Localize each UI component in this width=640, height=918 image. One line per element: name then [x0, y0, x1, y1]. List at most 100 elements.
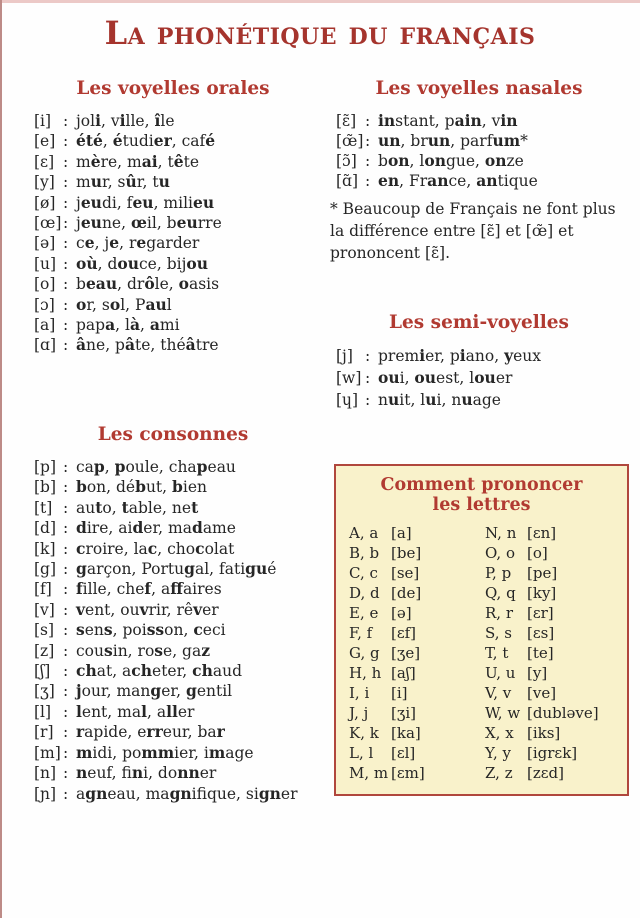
letter-pair: Y, y: [485, 744, 511, 762]
example-words: auto, table, net: [76, 497, 199, 517]
example-words: où, douce, bijou: [76, 253, 209, 273]
example-words: mère, mai, tête: [76, 151, 200, 171]
phoneme-symbol: [o]: [34, 275, 56, 294]
colon-separator: :: [63, 600, 69, 619]
example-words: garçon, Portugal, fatigué: [76, 559, 277, 579]
letter-row: Y, y [igrɛk]: [485, 743, 621, 763]
letter-row: J, j [ʒi]: [349, 703, 485, 723]
example-words: jeune, œil, beurre: [76, 213, 222, 233]
phoneme-entry: [ɔ]: or, sol, Paul: [34, 295, 322, 315]
phoneme-symbol: [v]: [34, 600, 55, 619]
letter-pronunciation: [ʒi]: [391, 704, 416, 722]
section-voyelles-nasales: Les voyelles nasales [ɛ̃]: instant, pain,…: [326, 78, 632, 191]
example-words: été, étudier, café: [76, 131, 216, 151]
phoneme-symbol: [z]: [34, 641, 55, 660]
phoneme-entry: [ɑ̃]: en, France, antique: [336, 171, 632, 191]
letter-row: M, m [ɛm]: [349, 763, 485, 783]
letter-pronunciation: [ɛr]: [527, 604, 554, 622]
letter-pronunciation: [i]: [391, 684, 408, 702]
letter-pronunciation: [de]: [391, 584, 422, 602]
letter-pair: L, l: [349, 744, 374, 762]
phoneme-symbol: [œ]: [34, 214, 62, 233]
phoneme-symbol: [p]: [34, 458, 57, 476]
letter-pair: M, m: [349, 764, 389, 782]
colon-separator: :: [63, 743, 69, 762]
letter-pair: P, p: [485, 564, 512, 582]
colon-separator: :: [63, 539, 69, 558]
example-words: oui, ouest, louer: [378, 368, 513, 387]
phoneme-entry: [ɔ̃]: bon, longue, onze: [336, 151, 632, 171]
letter-pair: J, j: [349, 704, 369, 722]
colon-separator: :: [63, 723, 69, 742]
letter-row: V, v [ve]: [485, 683, 621, 703]
phoneme-list-orales: [i]: joli, ville, île [e]: été, étudier, ca…: [24, 111, 322, 356]
phoneme-entry: [s]: sens, poisson, ceci: [34, 620, 322, 640]
colon-separator: :: [63, 641, 69, 660]
colon-separator: :: [365, 112, 371, 130]
phoneme-symbol: [f]: [34, 580, 52, 599]
example-words: vent, ouvrir, rêver: [76, 599, 219, 619]
phoneme-entry: [d]: dire, aider, madame: [34, 518, 322, 538]
phoneme-symbol: [w]: [336, 369, 362, 387]
letter-pronunciation: [ɛs]: [527, 624, 555, 642]
colon-separator: :: [365, 347, 371, 365]
phoneme-symbol: [y]: [34, 173, 55, 192]
example-words: neuf, fini, donner: [76, 763, 217, 783]
letter-row: S, s [ɛs]: [485, 623, 621, 643]
phoneme-symbol: [œ̃]: [336, 132, 364, 150]
example-words: or, sol, Paul: [76, 294, 172, 314]
letter-pronunciation: [zɛd]: [527, 764, 564, 782]
letter-pronunciation: [ɛm]: [391, 764, 425, 782]
colon-separator: :: [63, 498, 69, 517]
letter-row: P, p [pe]: [485, 563, 621, 583]
phoneme-entry: [v]: vent, ouvrir, rêver: [34, 600, 322, 620]
letter-pair: I, i: [349, 684, 370, 702]
phoneme-entry: [ɛ̃]: instant, pain, vin: [336, 111, 632, 131]
phoneme-entry: [b]: bon, début, bien: [34, 477, 322, 497]
phoneme-entry: [z]: cousin, rose, gaz: [34, 641, 322, 661]
colon-separator: :: [63, 764, 69, 783]
letter-row: Z, z [zɛd]: [485, 763, 621, 783]
example-words: jour, manger, gentil: [76, 681, 233, 701]
section-heading-nasales: Les voyelles nasales: [375, 78, 583, 99]
phoneme-symbol: [b]: [34, 478, 57, 497]
letter-pronunciation: [y]: [527, 664, 548, 682]
letter-pair: Q, q: [485, 584, 516, 602]
letter-pair: T, t: [485, 644, 509, 662]
colon-separator: :: [63, 478, 69, 497]
phoneme-entry: [n]: neuf, fini, donner: [34, 763, 322, 783]
phoneme-entry: [œ̃]: un, brun, parfum*: [336, 131, 632, 151]
example-words: âne, pâte, théâtre: [76, 335, 219, 355]
phoneme-list-semi: [j]: premier, piano, yeux [w]: oui, ouest, …: [326, 345, 632, 411]
phoneme-entry: [ɛ]: mère, mai, tête: [34, 152, 322, 172]
phoneme-symbol: [d]: [34, 519, 57, 538]
example-words: un, brun, parfum*: [378, 131, 528, 150]
letter-pronunciation: [ve]: [527, 684, 557, 702]
letter-pair: S, s: [485, 624, 512, 642]
letter-row: G, g [ʒe]: [349, 643, 485, 663]
example-words: joli, ville, île: [76, 111, 175, 130]
example-words: en, France, antique: [378, 171, 538, 190]
colon-separator: :: [63, 621, 69, 640]
colon-separator: :: [63, 316, 69, 335]
letter-row: I, i [i]: [349, 683, 485, 703]
letter-row: D, d [de]: [349, 583, 485, 603]
phoneme-symbol: [ɛ̃]: [336, 112, 357, 130]
letter-pair: B, b: [349, 544, 380, 562]
colon-separator: :: [365, 132, 371, 150]
letter-pair: D, d: [349, 584, 380, 602]
section-heading-orales: Les voyelles orales: [76, 78, 270, 99]
colon-separator: :: [63, 152, 69, 171]
page-title: La phonétique du français: [104, 14, 536, 52]
colon-separator: :: [63, 702, 69, 721]
colon-separator: :: [63, 214, 69, 233]
phoneme-entry: [a]: papa, là, ami: [34, 315, 322, 335]
phoneme-entry: [e]: été, étudier, café: [34, 131, 322, 151]
phoneme-entry: [t]: auto, table, net: [34, 498, 322, 518]
phoneme-list-nasales: [ɛ̃]: instant, pain, vin [œ̃]: un, brun, pa…: [326, 111, 632, 191]
letter-pronunciation: [ɛl]: [391, 744, 416, 762]
phoneme-symbol: [ɲ]: [34, 784, 57, 803]
example-words: fille, chef, affaires: [76, 579, 222, 599]
phoneme-symbol: [ə]: [34, 234, 56, 253]
